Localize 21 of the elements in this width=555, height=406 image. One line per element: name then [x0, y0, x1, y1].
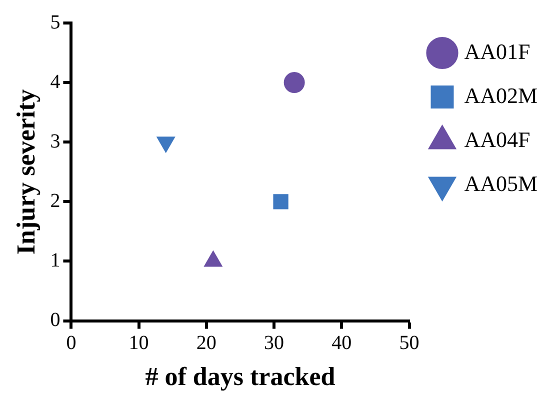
point: [284, 72, 305, 94]
x-tick-label: 20: [196, 332, 216, 354]
legend-label: AA04F: [464, 126, 530, 152]
y-tick-label: 5: [50, 11, 60, 34]
y-tick-label: 3: [50, 130, 60, 152]
x-tick-label: 10: [128, 332, 149, 354]
y-axis-title: Injury severity: [11, 89, 40, 255]
y-tick-label: 1: [50, 249, 60, 272]
legend-label: AA01F: [464, 38, 530, 64]
x-tick-label: 50: [399, 332, 420, 354]
y-tick-label: 4: [50, 70, 60, 93]
legend-label: AA02M: [464, 82, 538, 108]
x-tick-label: 30: [264, 332, 284, 354]
x-tick-label: 0: [66, 332, 76, 354]
x-axis-title: # of days tracked: [145, 362, 336, 392]
y-tick-label: 0: [50, 309, 60, 332]
y-tick-label: 2: [50, 190, 60, 212]
point: [204, 250, 222, 267]
x-tick-label: 40: [332, 332, 352, 354]
legend-label: AA05M: [464, 170, 538, 196]
point: [273, 194, 288, 210]
